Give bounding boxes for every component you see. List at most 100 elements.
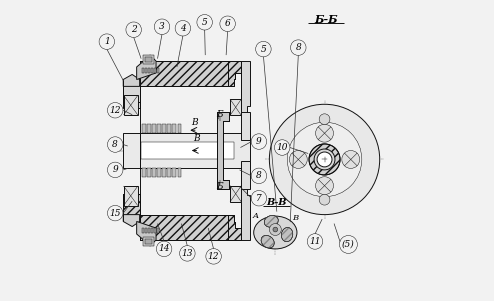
Ellipse shape: [264, 216, 278, 227]
Circle shape: [309, 144, 340, 175]
Polygon shape: [157, 228, 159, 233]
Circle shape: [342, 150, 360, 168]
Bar: [123, 194, 140, 222]
Text: (5): (5): [342, 240, 355, 249]
Circle shape: [251, 191, 267, 206]
Bar: [172, 124, 176, 133]
Text: 2: 2: [131, 25, 136, 34]
Bar: [241, 112, 250, 140]
Bar: [142, 168, 146, 177]
Bar: [142, 124, 146, 133]
Circle shape: [107, 102, 123, 118]
Polygon shape: [142, 228, 144, 233]
Circle shape: [319, 194, 330, 205]
Bar: [177, 124, 181, 133]
Text: Б: Б: [216, 110, 223, 119]
Circle shape: [273, 227, 278, 232]
Bar: [143, 55, 154, 64]
Text: Б-Б: Б-Б: [314, 14, 338, 25]
Bar: [177, 168, 181, 177]
Circle shape: [269, 224, 281, 235]
Text: Б: Б: [216, 182, 223, 191]
Text: 13: 13: [182, 249, 193, 258]
Bar: [230, 185, 242, 202]
Circle shape: [220, 16, 235, 32]
Text: 6: 6: [225, 19, 231, 28]
Text: 7: 7: [256, 194, 262, 203]
Circle shape: [107, 137, 123, 152]
Text: 12: 12: [110, 106, 121, 115]
Text: 4: 4: [180, 24, 186, 33]
Circle shape: [154, 19, 170, 35]
Bar: [241, 161, 250, 189]
Circle shape: [319, 114, 330, 125]
Text: 9: 9: [112, 165, 118, 174]
Bar: [152, 124, 156, 133]
Bar: [123, 79, 140, 107]
Text: 1: 1: [104, 37, 110, 46]
Text: 8: 8: [256, 171, 262, 180]
Bar: [152, 168, 156, 177]
Bar: [145, 57, 152, 62]
Bar: [147, 168, 151, 177]
Text: 3: 3: [159, 22, 165, 31]
Bar: [123, 194, 140, 222]
Ellipse shape: [254, 216, 297, 249]
Circle shape: [307, 234, 323, 249]
Circle shape: [180, 246, 195, 261]
Bar: [145, 239, 152, 244]
Text: 5: 5: [260, 45, 266, 54]
Bar: [140, 61, 228, 86]
Circle shape: [317, 152, 332, 167]
Polygon shape: [123, 215, 140, 227]
Circle shape: [256, 41, 271, 57]
Text: 5: 5: [202, 18, 207, 27]
Text: В: В: [193, 134, 200, 143]
Polygon shape: [151, 228, 153, 233]
Circle shape: [156, 241, 172, 257]
Text: 12: 12: [208, 252, 219, 261]
Circle shape: [287, 122, 362, 197]
Polygon shape: [148, 68, 150, 73]
Circle shape: [251, 134, 267, 149]
Circle shape: [107, 162, 123, 178]
Polygon shape: [148, 228, 150, 233]
Text: 8: 8: [112, 140, 118, 149]
Bar: [123, 133, 250, 168]
Bar: [172, 168, 176, 177]
Polygon shape: [151, 68, 153, 73]
Polygon shape: [137, 55, 156, 79]
Circle shape: [316, 177, 333, 195]
Polygon shape: [157, 68, 159, 73]
Bar: [124, 186, 138, 206]
Circle shape: [269, 104, 380, 215]
Bar: [141, 141, 234, 160]
Polygon shape: [145, 228, 147, 233]
Ellipse shape: [261, 235, 274, 248]
Text: 8: 8: [295, 43, 301, 52]
Polygon shape: [228, 61, 241, 86]
Bar: [163, 124, 166, 133]
Text: 10: 10: [277, 143, 288, 152]
Bar: [167, 124, 171, 133]
Ellipse shape: [282, 228, 293, 242]
Polygon shape: [142, 68, 144, 73]
Text: 9: 9: [256, 137, 262, 146]
Bar: [140, 215, 228, 240]
Polygon shape: [123, 79, 140, 108]
Circle shape: [289, 150, 307, 168]
Bar: [157, 168, 161, 177]
Polygon shape: [241, 186, 250, 240]
Text: В: В: [192, 118, 198, 127]
Text: A: A: [253, 212, 259, 220]
Bar: [124, 95, 138, 115]
Bar: [167, 168, 171, 177]
Circle shape: [275, 140, 290, 155]
Polygon shape: [217, 112, 229, 189]
Bar: [123, 79, 140, 107]
Polygon shape: [123, 74, 140, 86]
Circle shape: [206, 249, 221, 264]
Polygon shape: [241, 61, 250, 115]
Polygon shape: [154, 68, 156, 73]
Bar: [140, 61, 228, 86]
